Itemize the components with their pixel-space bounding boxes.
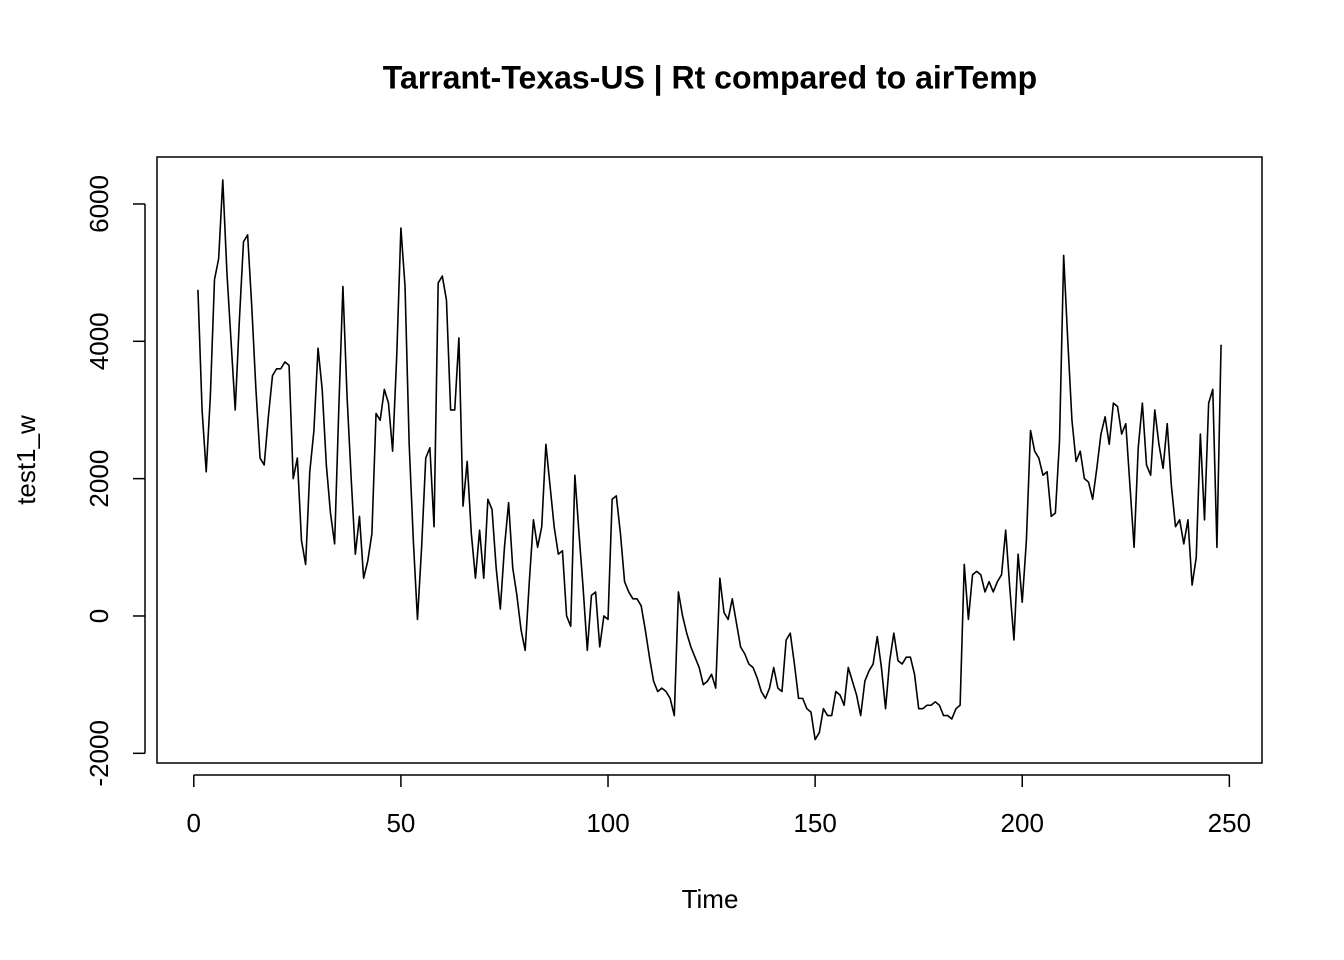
x-tick-label: 100: [586, 808, 629, 838]
data-line: [197, 179, 1222, 741]
y-axis-label: test1_w: [11, 415, 41, 505]
y-tick-label: 2000: [84, 450, 114, 508]
x-tick-label: 150: [793, 808, 836, 838]
chart-title: Tarrant-Texas-US | Rt compared to airTem…: [383, 59, 1037, 95]
x-tick-label: 0: [187, 808, 201, 838]
y-tick-label: -2000: [84, 720, 114, 787]
x-tick-label: 200: [1001, 808, 1044, 838]
y-tick-label: 6000: [84, 175, 114, 233]
y-tick-label: 4000: [84, 312, 114, 370]
x-tick-label: 250: [1208, 808, 1251, 838]
y-tick-label: 0: [84, 609, 114, 623]
plot-box: [156, 156, 1263, 764]
x-axis-label: Time: [682, 884, 739, 914]
x-tick-label: 50: [386, 808, 415, 838]
